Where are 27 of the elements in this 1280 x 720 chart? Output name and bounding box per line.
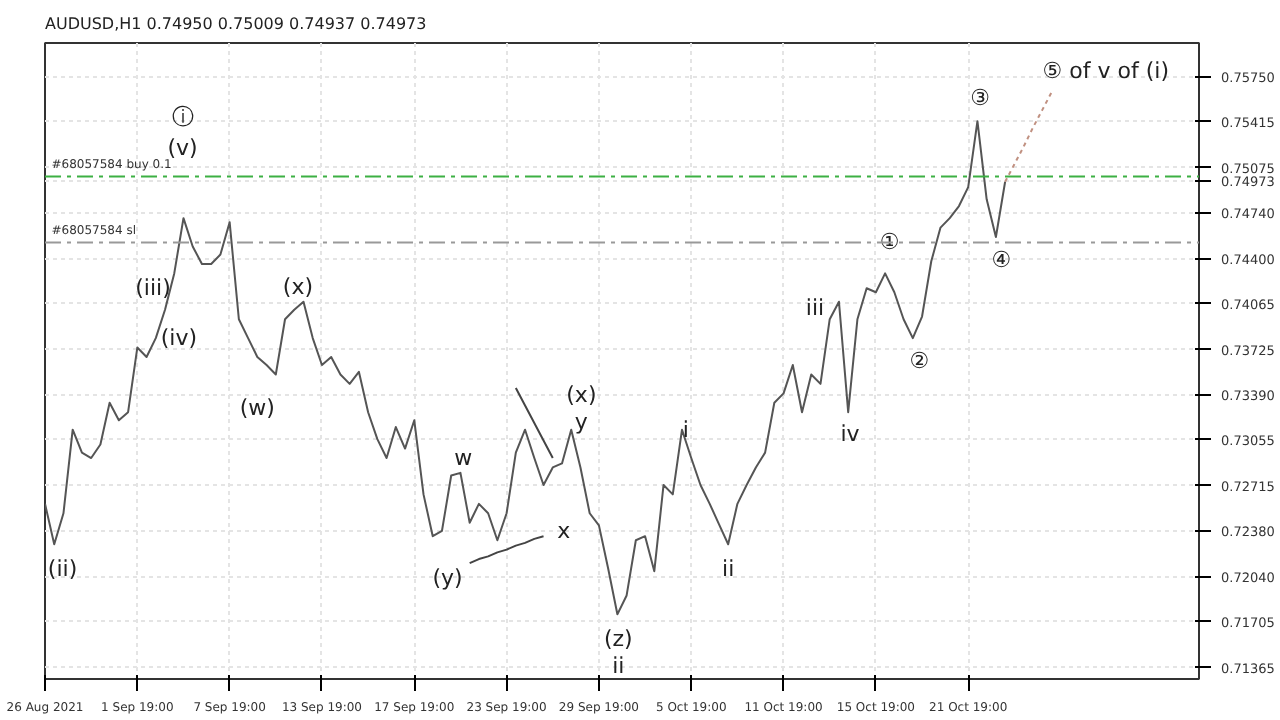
annotation: (z) xyxy=(603,625,633,652)
annotation: w xyxy=(454,445,473,472)
line-series xyxy=(468,535,545,565)
annotation: ③ xyxy=(970,85,991,112)
annotation: (iv) xyxy=(160,325,198,352)
annotation: (x) xyxy=(566,381,597,408)
annotation: ⓘ xyxy=(171,104,194,131)
annotation: ii xyxy=(722,555,735,582)
annotation: (iii) xyxy=(135,275,171,302)
annotation: ① xyxy=(879,229,900,256)
chart-title: AUDUSD,H1 0.74950 0.75009 0.74937 0.74973 xyxy=(45,15,427,33)
annotation: i xyxy=(682,416,689,443)
annotation: (v) xyxy=(167,135,198,162)
annotation: ④ xyxy=(991,246,1012,273)
annotation: iii xyxy=(805,295,825,322)
annotation: (ii) xyxy=(47,555,78,582)
annotation: (y) xyxy=(432,564,463,591)
line-series xyxy=(514,386,554,460)
annotation: x xyxy=(557,517,572,544)
annotation: ② xyxy=(909,348,930,374)
annotation: y xyxy=(574,408,589,435)
annotation: (x) xyxy=(282,273,314,300)
annotation: ⑤ of v of (i) xyxy=(1042,58,1169,85)
annotation: iv xyxy=(840,420,861,447)
annotation: (w) xyxy=(239,395,275,422)
annotation: ii xyxy=(612,652,625,679)
line-series xyxy=(1004,91,1053,183)
